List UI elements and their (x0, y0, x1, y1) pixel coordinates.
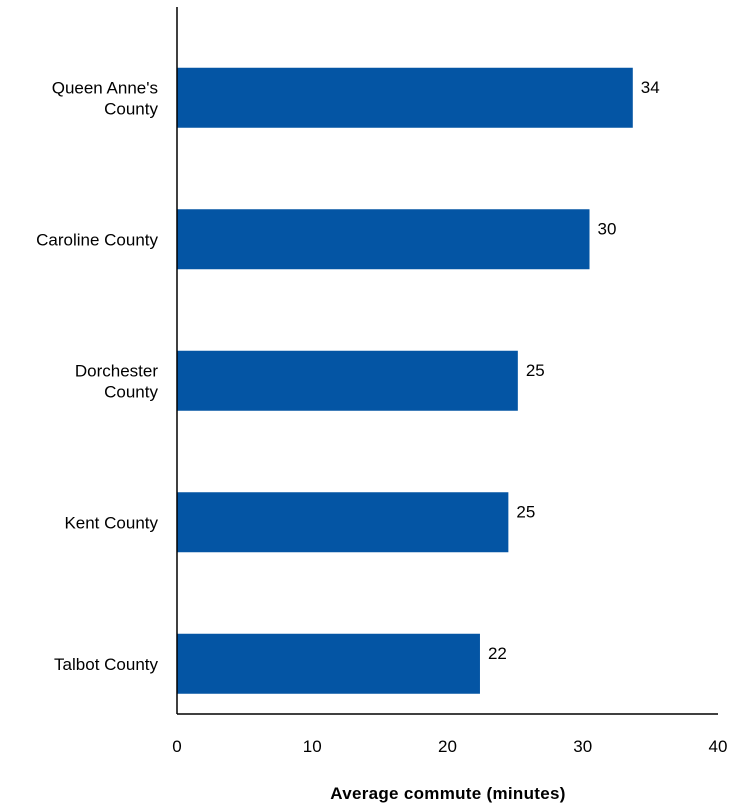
x-tick-labels-group: 0 10 20 30 40 (172, 737, 727, 756)
x-tick-label: 40 (709, 737, 728, 756)
bar (177, 492, 509, 553)
data-labels-group: 34 30 25 25 22 (488, 78, 660, 663)
bar (177, 209, 590, 270)
category-labels-group: Queen Anne's County Caroline County Dorches… (36, 78, 158, 674)
category-label: Queen Anne's County (52, 78, 159, 118)
category-label: Kent County (64, 513, 158, 532)
x-tick-label: 20 (438, 737, 457, 756)
bar (177, 350, 518, 411)
x-axis-title: Average commute (minutes) (330, 784, 565, 803)
data-label: 22 (488, 644, 507, 663)
data-label: 25 (526, 361, 545, 380)
bars-group (177, 67, 633, 694)
data-label: 30 (598, 219, 617, 238)
category-label: Talbot County (54, 655, 158, 674)
bar (177, 633, 480, 694)
x-tick-label: 0 (172, 737, 181, 756)
category-label: Dorchester County (75, 361, 159, 401)
x-tick-label: 30 (573, 737, 592, 756)
bar (177, 67, 633, 128)
x-tick-label: 10 (303, 737, 322, 756)
data-label: 34 (641, 78, 660, 97)
category-label: Caroline County (36, 230, 158, 249)
data-label: 25 (516, 502, 535, 521)
